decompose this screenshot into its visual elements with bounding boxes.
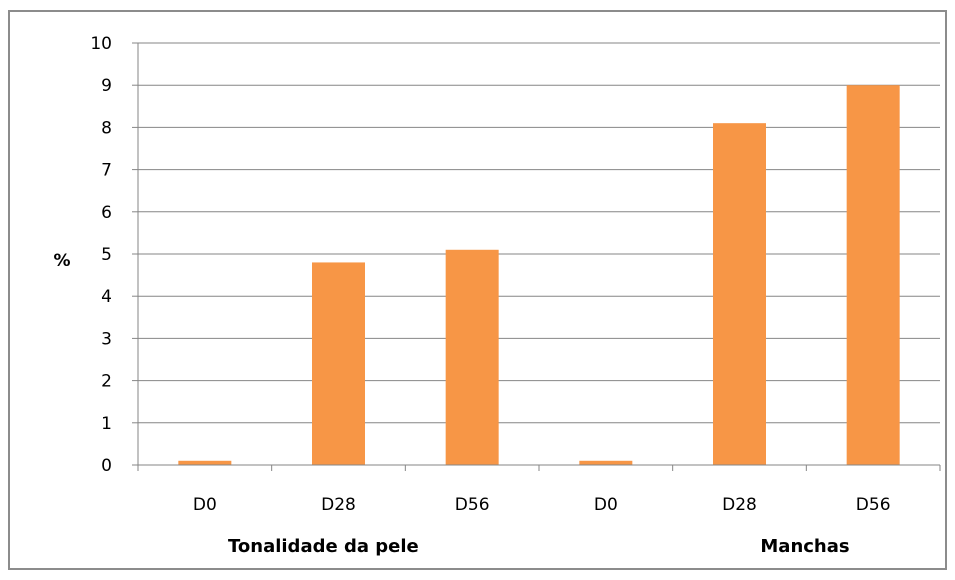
y-tick-label: 7 (101, 161, 112, 181)
y-axis-label: % (53, 251, 70, 271)
y-tick-label: 9 (101, 76, 112, 96)
y-tick-label: 4 (101, 287, 112, 307)
bar (846, 85, 900, 465)
axes (132, 42, 941, 471)
bar (579, 460, 633, 465)
y-tick-label: 1 (101, 414, 112, 434)
bar (312, 262, 365, 465)
bar (178, 460, 232, 465)
y-tick-label: 8 (101, 118, 112, 138)
y-tick-label: 6 (101, 203, 112, 223)
bars (178, 85, 900, 466)
x-category-label: D28 (321, 495, 356, 515)
x-category-label: D56 (856, 495, 891, 515)
y-tick-label: 2 (101, 372, 112, 392)
x-category-label: D56 (455, 495, 490, 515)
y-tick-label: 5 (101, 245, 112, 265)
y-tick-label: 3 (101, 329, 112, 349)
y-tick-label: 0 (101, 456, 112, 476)
labels: 0 1 2 3 4 5 6 7 8 9 10 D0 D28 D56 D0 D28 D56 Tonalidade d… (90, 34, 890, 557)
bar (445, 249, 499, 465)
x-category-label: D0 (193, 495, 217, 515)
y-tick-label: 10 (90, 34, 112, 54)
bar (713, 123, 766, 466)
x-category-label: D28 (722, 495, 757, 515)
group-label: Manchas (760, 536, 849, 557)
x-category-label: D0 (594, 495, 618, 515)
group-label: Tonalidade da pele (228, 536, 419, 557)
gridlines (138, 42, 940, 424)
